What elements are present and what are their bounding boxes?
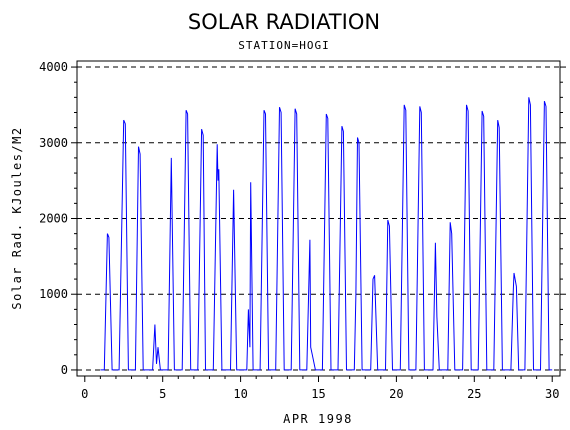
y-tick-label: 2000	[39, 212, 68, 226]
y-axis-label: Solar Rad. KJoules/M2	[10, 126, 24, 309]
x-tick-label: 30	[545, 387, 559, 401]
x-tick-label: 10	[233, 387, 247, 401]
minor-ticks	[74, 81, 563, 379]
grid-lines	[77, 66, 560, 371]
x-tick-label: 20	[389, 387, 403, 401]
x-tick-label: 25	[467, 387, 481, 401]
y-tick-label: 0	[61, 363, 68, 377]
x-axis: 0 5 10 15 20 25 30	[81, 376, 559, 401]
x-axis-label: APR 1998	[283, 412, 353, 426]
x-tick-label: 0	[81, 387, 88, 401]
chart-subtitle: STATION=HOGI	[238, 39, 329, 52]
series-group	[100, 97, 553, 371]
y-tick-label: 1000	[39, 287, 68, 301]
y-tick-label: 4000	[39, 60, 68, 74]
y-tick-label: 3000	[39, 136, 68, 150]
y-axis: 0 1000 2000 3000 4000	[39, 60, 566, 377]
series-line	[100, 97, 553, 371]
x-tick-label: 5	[159, 387, 166, 401]
x-tick-label: 15	[311, 387, 325, 401]
chart-title: SOLAR RADIATION	[188, 10, 380, 34]
